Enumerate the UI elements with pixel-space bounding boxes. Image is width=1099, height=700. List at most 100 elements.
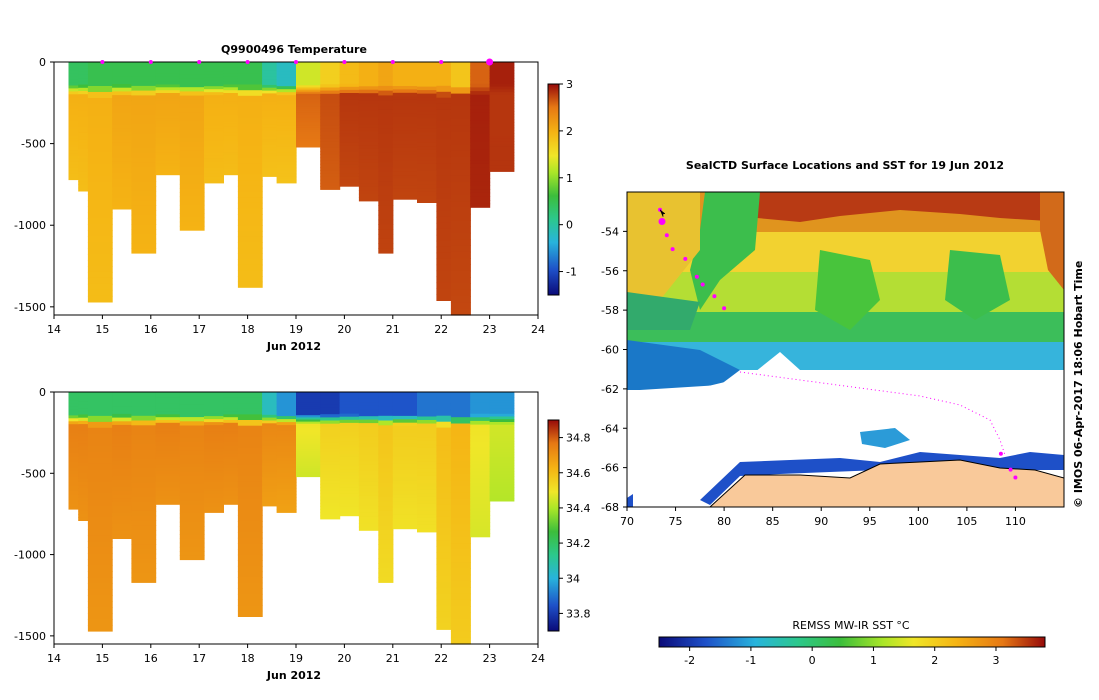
temp-cell [223,101,239,105]
sal-cell [78,504,89,509]
temp-cell [155,135,181,139]
sal-cell [489,492,515,497]
sal-cell [436,581,452,589]
sal-cell [450,461,471,469]
temp-cell [237,180,263,187]
sal-cb-label: 34.2 [566,537,591,550]
temp-cell [78,123,89,128]
sal-cell [68,444,79,449]
temp-cell [276,122,297,126]
temp-cell [417,104,437,109]
temp-cell [276,158,297,163]
sal-cell [358,395,379,400]
temp-cell [87,260,113,267]
sal-cell [358,412,379,417]
sal-cell [470,522,491,527]
sal-cell [450,392,471,399]
sal-cell [436,433,452,440]
temp-cell [131,210,157,216]
temp-cell [320,103,341,108]
temp-cell [262,82,278,86]
sal-cell [262,474,278,478]
temp-cell [392,89,418,94]
temp-cell [78,74,89,79]
temp-cell [489,152,515,156]
sal-cell [204,473,224,477]
sal-cell [68,468,79,472]
sal-cell [68,400,79,405]
temp-cell [296,119,321,122]
sal-cell [112,417,133,422]
sal-cell [131,458,157,464]
sal-cell [262,426,278,430]
temp-cell [450,87,471,95]
temp-cell [87,74,113,81]
sal-cell [87,577,113,584]
sal-cell [155,459,181,463]
temp-cell [87,98,113,105]
temp-cell [489,116,515,120]
sal-cell [262,434,278,439]
temp-cell [276,143,297,148]
temp-cell [296,104,321,108]
sal-cell [87,409,113,417]
sal-cell [450,599,471,607]
temp-cell [358,75,379,80]
sal-cell [339,447,360,452]
temp-cell [436,205,452,212]
sal-cell [358,423,379,428]
start-arrow-icon [659,209,666,217]
sal-cell [436,534,452,541]
temp-cell [223,95,239,100]
temp-cell [417,139,437,144]
temp-cell [179,179,205,185]
sal-cell [339,493,360,498]
temp-cell [112,172,133,177]
sal-cell [276,437,297,441]
temp-cell [470,203,491,208]
sal-cell [470,424,491,429]
sal-cell [470,496,491,502]
temp-cell [417,177,437,182]
sal-cell [339,472,360,476]
sal-cell [237,537,263,544]
temp-cell [417,76,437,81]
sal-cell [392,467,418,472]
temp-cell [436,181,452,188]
temp-cell [339,120,360,125]
temp-cell [489,94,515,99]
sal-cell [296,398,321,401]
temp-cell [392,68,418,73]
sal-cell [392,487,418,492]
temp-cell [87,170,113,177]
sal-cell [470,504,491,509]
sal-cell [417,514,437,519]
sal-cell [378,425,394,431]
temp-cell [262,133,278,137]
sal-cell [87,451,113,459]
sal-cell [131,487,157,493]
temp-cell [131,248,157,254]
sal-cell [87,589,113,596]
temp-cell [223,62,239,66]
temp-cell [378,66,394,73]
temp-cell [339,102,360,106]
temp-cell [489,81,515,85]
surface-marker [342,60,347,64]
temp-cell [339,74,360,79]
temp-cell [296,72,321,76]
sal-cell [450,587,471,595]
sal-cell [78,392,89,396]
temp-cell [87,176,113,183]
surface-marker [294,60,298,64]
sal-cell [155,403,181,407]
temp-cell [179,116,205,122]
sal-cell [179,400,205,406]
sal-cell [450,499,471,506]
temp-cell [131,214,157,221]
sal-cell [131,539,157,545]
sal-cell [489,397,515,401]
sal-cell [204,422,224,426]
temp-cell [470,83,491,88]
temp-cell [392,110,418,114]
